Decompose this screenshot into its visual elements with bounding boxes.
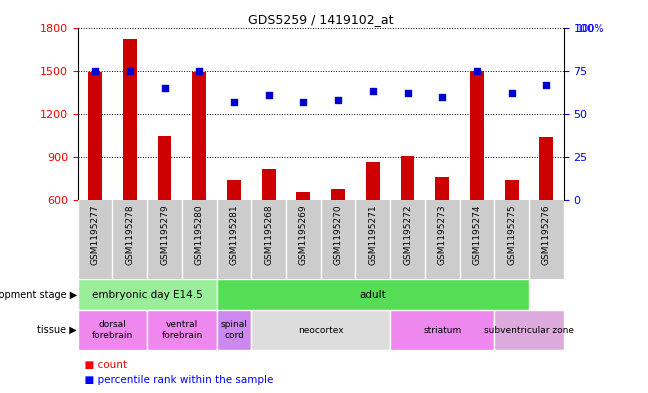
Bar (251, 310, 390, 350)
Text: GSM1195281: GSM1195281 (229, 204, 238, 265)
Text: spinal
cord: spinal cord (220, 320, 248, 340)
Text: GSM1195278: GSM1195278 (125, 204, 134, 265)
Text: ventral
forebrain: ventral forebrain (161, 320, 203, 340)
Point (437, 94, 447, 100)
Text: adult: adult (360, 290, 386, 300)
Text: GSM1195279: GSM1195279 (160, 204, 169, 265)
Bar (366, 162, 380, 200)
Point (472, 68, 482, 74)
Text: GSM1195269: GSM1195269 (299, 204, 308, 265)
Point (229, 99, 239, 105)
Point (402, 90, 413, 96)
Point (90, 68, 100, 74)
Bar (227, 180, 241, 200)
Point (298, 99, 308, 105)
Point (367, 88, 378, 95)
Bar (539, 137, 553, 200)
Point (159, 85, 170, 91)
Text: ■ count: ■ count (78, 360, 127, 369)
Text: tissue ▶: tissue ▶ (38, 325, 77, 335)
Text: ■ percentile rank within the sample: ■ percentile rank within the sample (78, 375, 273, 385)
Point (264, 92, 274, 98)
Bar (123, 39, 137, 200)
Bar (88, 72, 102, 200)
Point (194, 68, 205, 74)
Text: GSM1195274: GSM1195274 (472, 204, 481, 265)
Bar (390, 310, 494, 350)
Text: embryonic day E14.5: embryonic day E14.5 (92, 290, 203, 300)
Bar (400, 156, 415, 200)
Text: GSM1195268: GSM1195268 (264, 204, 273, 265)
Bar (262, 169, 275, 200)
Text: GSM1195271: GSM1195271 (368, 204, 377, 265)
Bar (192, 72, 206, 200)
Text: striatum: striatum (423, 326, 461, 334)
Text: GSM1195277: GSM1195277 (91, 204, 100, 265)
Bar (216, 310, 251, 350)
Bar (505, 180, 518, 200)
Bar (331, 189, 345, 200)
Point (333, 97, 343, 103)
Text: GSM1195272: GSM1195272 (403, 204, 412, 265)
Bar (78, 279, 216, 310)
Point (124, 68, 135, 74)
Title: GDS5259 / 1419102_at: GDS5259 / 1419102_at (248, 13, 393, 26)
Bar (157, 136, 172, 200)
Text: GSM1195273: GSM1195273 (438, 204, 446, 265)
Y-axis label: 100%: 100% (577, 24, 604, 34)
Text: development stage ▶: development stage ▶ (0, 290, 77, 300)
Text: GSM1195276: GSM1195276 (542, 204, 551, 265)
Bar (494, 310, 564, 350)
Text: dorsal
forebrain: dorsal forebrain (92, 320, 133, 340)
Bar (216, 279, 529, 310)
Text: GSM1195275: GSM1195275 (507, 204, 516, 265)
Bar (435, 177, 449, 200)
Text: GSM1195280: GSM1195280 (195, 204, 203, 265)
Bar (147, 310, 216, 350)
Point (541, 81, 551, 88)
Text: GSM1195270: GSM1195270 (334, 204, 343, 265)
Text: neocortex: neocortex (298, 326, 343, 334)
Bar (297, 192, 310, 200)
Bar (78, 310, 147, 350)
Text: subventricular zone: subventricular zone (484, 326, 574, 334)
Bar (470, 71, 484, 200)
Point (507, 90, 517, 96)
